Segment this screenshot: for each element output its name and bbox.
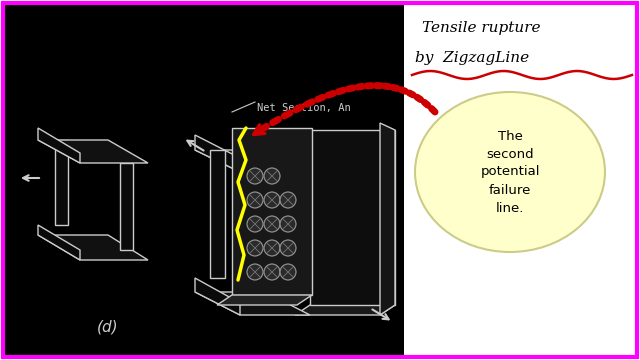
Circle shape	[247, 216, 263, 232]
Ellipse shape	[415, 92, 605, 252]
Circle shape	[280, 216, 296, 232]
Polygon shape	[195, 292, 310, 315]
Text: by  ZigzagLine: by ZigzagLine	[415, 51, 529, 65]
Circle shape	[264, 240, 280, 256]
Bar	[4, 4, 404, 356]
Circle shape	[280, 240, 296, 256]
Polygon shape	[38, 235, 148, 260]
Polygon shape	[120, 163, 133, 250]
Circle shape	[247, 192, 263, 208]
Polygon shape	[217, 295, 312, 305]
Circle shape	[264, 168, 280, 184]
Polygon shape	[195, 135, 240, 172]
Bar	[404, 4, 636, 356]
Text: (d): (d)	[97, 320, 119, 335]
Circle shape	[264, 192, 280, 208]
Polygon shape	[232, 128, 312, 295]
Text: Tensile rupture: Tensile rupture	[422, 21, 541, 35]
Circle shape	[264, 216, 280, 232]
Polygon shape	[55, 140, 68, 225]
Polygon shape	[38, 140, 148, 163]
Text: Net Section, An: Net Section, An	[257, 103, 351, 113]
Circle shape	[247, 168, 263, 184]
Circle shape	[280, 264, 296, 280]
Circle shape	[247, 240, 263, 256]
Polygon shape	[38, 225, 80, 260]
Circle shape	[264, 264, 280, 280]
Polygon shape	[38, 128, 80, 163]
Polygon shape	[295, 305, 395, 315]
Polygon shape	[195, 278, 240, 315]
Polygon shape	[195, 150, 310, 172]
Polygon shape	[210, 150, 225, 278]
Circle shape	[247, 264, 263, 280]
Polygon shape	[310, 130, 395, 305]
Text: The
second
potential
failure
line.: The second potential failure line.	[480, 130, 540, 215]
Circle shape	[280, 192, 296, 208]
Polygon shape	[380, 123, 395, 315]
